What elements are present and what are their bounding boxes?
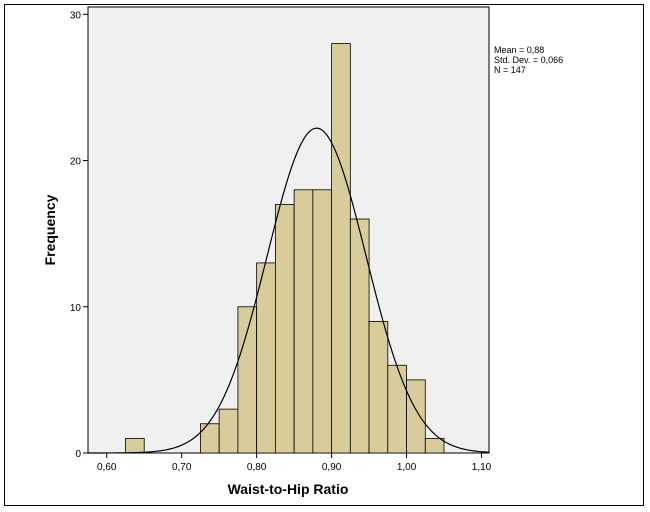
histogram-bar-6 <box>293 189 314 454</box>
histogram-bar-0 <box>125 437 145 454</box>
histogram-bar-9 <box>349 218 370 454</box>
y-tick-label-3: 30 <box>70 10 82 21</box>
x-axis-ticks: 0,60 0,70 0,80 0,90 1,00 1,10 <box>97 453 492 473</box>
stats-std: Std. Dev. = 0,066 <box>494 55 563 65</box>
histogram-bar-13 <box>424 437 445 454</box>
bars-group <box>125 43 445 454</box>
histogram-bar-11 <box>387 364 407 454</box>
y-tick-label-2: 20 <box>70 157 82 168</box>
histogram-bar-5 <box>274 204 295 454</box>
histogram-chart: 0,60 0,70 0,80 0,90 1,00 1,10 0 10 20 30 Waist-t… <box>42 6 563 497</box>
chart-frame: 0,60 0,70 0,80 0,90 1,00 1,10 0 10 20 30 Waist-t… <box>4 4 644 506</box>
x-tick-label-3: 0,90 <box>322 462 342 473</box>
stats-n: N = 147 <box>494 65 526 75</box>
x-tick-label-2: 0,80 <box>247 462 267 473</box>
histogram-bar-12 <box>406 379 426 454</box>
x-axis-label: Waist-to-Hip Ratio <box>228 481 349 497</box>
y-axis-ticks: 0 10 20 30 <box>70 10 88 460</box>
y-axis-label: Frequency <box>42 194 58 265</box>
histogram-bar-8 <box>331 43 351 454</box>
y-tick-label-0: 0 <box>75 449 81 460</box>
histogram-bar-10 <box>368 320 389 454</box>
histogram-bar-7 <box>312 189 332 454</box>
histogram-bar-1 <box>200 423 220 454</box>
x-tick-label-0: 0,60 <box>97 462 117 473</box>
y-tick-label-1: 10 <box>70 303 82 314</box>
x-tick-label-1: 0,70 <box>172 462 192 473</box>
stats-legend: Mean = 0,88 Std. Dev. = 0,066 N = 147 <box>494 45 563 75</box>
histogram-bar-3 <box>237 306 258 454</box>
histogram-bar-2 <box>218 408 239 454</box>
histogram-bar-4 <box>256 262 276 454</box>
x-tick-label-4: 1,00 <box>397 462 417 473</box>
x-tick-label-5: 1,10 <box>472 462 492 473</box>
stats-mean: Mean = 0,88 <box>494 45 544 55</box>
normal-curve <box>88 127 490 454</box>
